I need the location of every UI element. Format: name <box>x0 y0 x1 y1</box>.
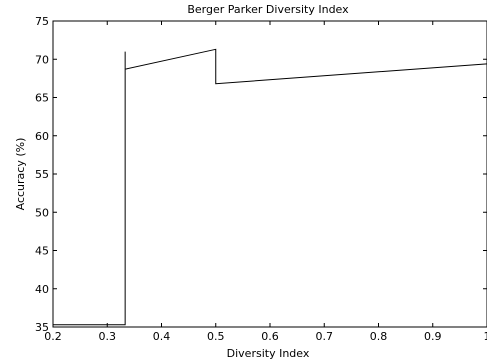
y-tick-label: 40 <box>35 283 49 296</box>
y-axis: 35 40 45 50 55 60 65 70 75 <box>35 15 487 334</box>
x-tick-label: 0.5 <box>207 330 225 343</box>
y-tick-label: 65 <box>35 92 49 105</box>
y-tick-label: 50 <box>35 206 49 219</box>
series-line-0 <box>53 48 487 326</box>
y-axis-label: Accuracy (%) <box>14 138 27 211</box>
chart-title: Berger Parker Diversity Index <box>187 3 349 16</box>
y-tick-label: 35 <box>35 321 49 334</box>
y-tick-label: 55 <box>35 168 49 181</box>
x-tick-label: 0.9 <box>424 330 442 343</box>
y-tick-label: 75 <box>35 15 49 28</box>
x-tick-label: 1 <box>484 330 487 343</box>
series-layer <box>53 48 487 326</box>
y-tick-label: 45 <box>35 245 49 258</box>
plot-area <box>52 20 487 328</box>
x-tick-label: 0.3 <box>99 330 117 343</box>
y-tick-label: 70 <box>35 53 49 66</box>
y-tick-label: 60 <box>35 130 49 143</box>
x-axis: 0.2 0.3 0.4 0.5 0.6 0.7 0.8 0.9 1 <box>44 21 487 343</box>
x-tick-label: 0.8 <box>370 330 388 343</box>
x-tick-label: 0.4 <box>153 330 171 343</box>
x-tick-label: 0.7 <box>316 330 334 343</box>
x-axis-label: Diversity Index <box>227 347 310 360</box>
x-tick-label: 0.2 <box>44 330 62 343</box>
x-tick-label: 0.6 <box>261 330 279 343</box>
